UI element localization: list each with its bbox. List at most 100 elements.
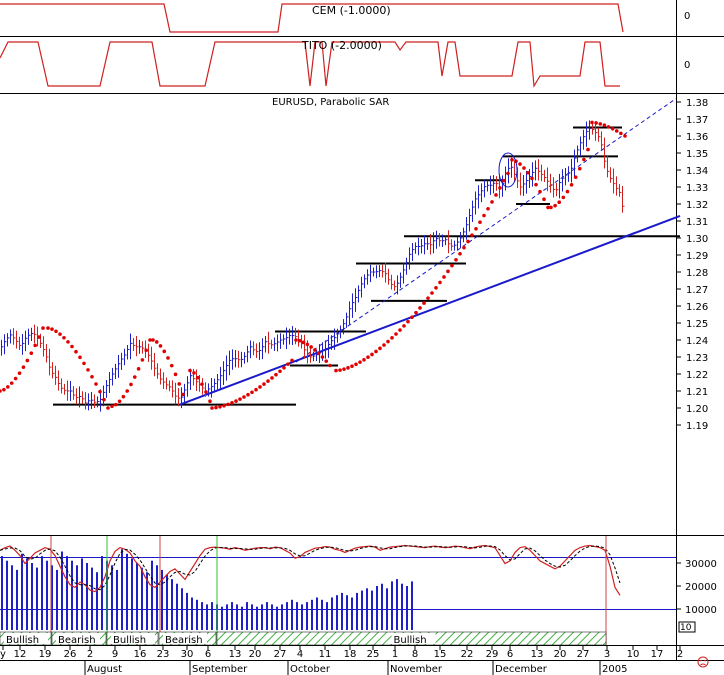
price-tick-label: 1.38 [686,98,708,109]
sar-dot [346,366,350,370]
osc-tick-label: 20000 [685,582,717,593]
sar-dot [614,129,619,133]
sar-dot [538,189,542,194]
sar-dot [297,338,302,343]
sar-dot [553,203,557,208]
sar-dot [250,390,254,395]
x-tick-label: y [0,649,6,660]
x-tick-label: 27 [274,649,287,660]
price-tick-label: 1.20 [686,404,708,415]
x-tick-label: 16 [134,649,147,660]
price-tick-label: 1.35 [686,149,708,160]
sar-dot [446,269,450,274]
price-tick-label: 1.32 [686,200,708,211]
sar-dot [434,285,438,290]
x-tick-label: 1 [392,649,398,660]
price-tick-label: 1.36 [686,132,708,143]
sentiment-label: Bullish [394,635,427,646]
sar-dot [242,395,246,399]
sentiment-label: Bearish [165,635,203,646]
sar-dot [316,351,321,356]
sar-dot [117,399,122,404]
support-lines [53,126,680,406]
sar-dot [154,340,159,344]
sar-dot [114,402,118,407]
price-tick-label: 1.26 [686,302,708,313]
cem-label: CEM (-1.0000) [312,4,391,17]
dashed-trendline [295,98,677,363]
sar-dot [374,349,378,354]
sar-dot [50,327,54,331]
sar-dot [506,171,510,176]
sar-dot [144,348,148,353]
x-month-label: 2005 [602,664,627,675]
sar-dot [110,404,114,409]
sar-dot [582,157,586,162]
price-tick-label: 1.27 [686,285,708,296]
sar-dot [342,367,346,371]
sar-dot [398,328,402,332]
sar-dot [2,387,6,392]
x-month-label: November [390,664,443,675]
sar-dot [557,200,562,204]
x-tick-label: 18 [344,649,357,660]
sar-dot [362,357,366,362]
sar-dot [78,355,82,360]
sar-dot [158,344,163,348]
sar-dot [498,186,502,190]
x-tick-label: 12 [14,649,27,660]
sar-dot [490,200,494,204]
sar-dot [133,375,137,379]
sar-dot [98,389,102,394]
sar-dot [406,319,410,324]
sar-dot [9,381,14,385]
price-bars [1,120,625,412]
sar-dot [324,359,329,363]
sar-dot [169,363,174,368]
stoch-line [0,544,621,596]
tito-label: TITO (-2.0000) [301,39,382,52]
x-tick-label: 10 [627,649,640,660]
sar-dot [204,390,208,394]
sentiment-label-bg [163,633,207,644]
sar-dot [478,220,482,224]
sar-dot [70,344,74,349]
sar-dot [62,335,66,340]
sar-dot [382,343,386,347]
x-month-label: October [290,664,331,675]
sar-dot [569,183,574,187]
sar-dot [74,349,78,354]
x-tick-label: 17 [651,649,664,660]
sar-dot [542,197,546,202]
sar-dot [466,239,470,244]
cem-line [0,3,624,33]
tito-panel: TITO (-2.0000) 0 [0,39,690,88]
sar-dot [0,389,2,393]
price-title: EURUSD, Parabolic SAR [272,97,389,108]
sar-dot [378,346,382,351]
sar-dot [188,368,192,373]
x-month-label: August [87,664,122,675]
x-tick-label: 3 [604,649,610,660]
x-tick-label: 13 [229,649,242,660]
sar-dot [162,349,167,354]
x-month-label: September [192,664,248,675]
sar-dot [140,358,145,362]
sar-dot [270,376,274,380]
price-axis: 1.38 1.37 1.36 1.35 1.34 1.33 1.32 1.31 1.30 1.29… [676,98,708,432]
sar-dot [494,193,498,197]
sar-dot [462,245,466,250]
sar-dot [151,338,155,342]
price-tick-label: 1.30 [686,234,708,245]
sar-dot [286,362,290,366]
sar-dot [17,371,22,375]
sar-dot [136,367,141,371]
sar-dot [214,405,218,410]
sar-dot [94,382,98,386]
sar-dot [482,213,486,218]
sar-dot [390,336,394,340]
sar-dot [258,385,262,389]
x-tick-label: 29 [486,649,499,660]
sar-dot [230,401,234,405]
sad-face-icon [697,656,709,668]
